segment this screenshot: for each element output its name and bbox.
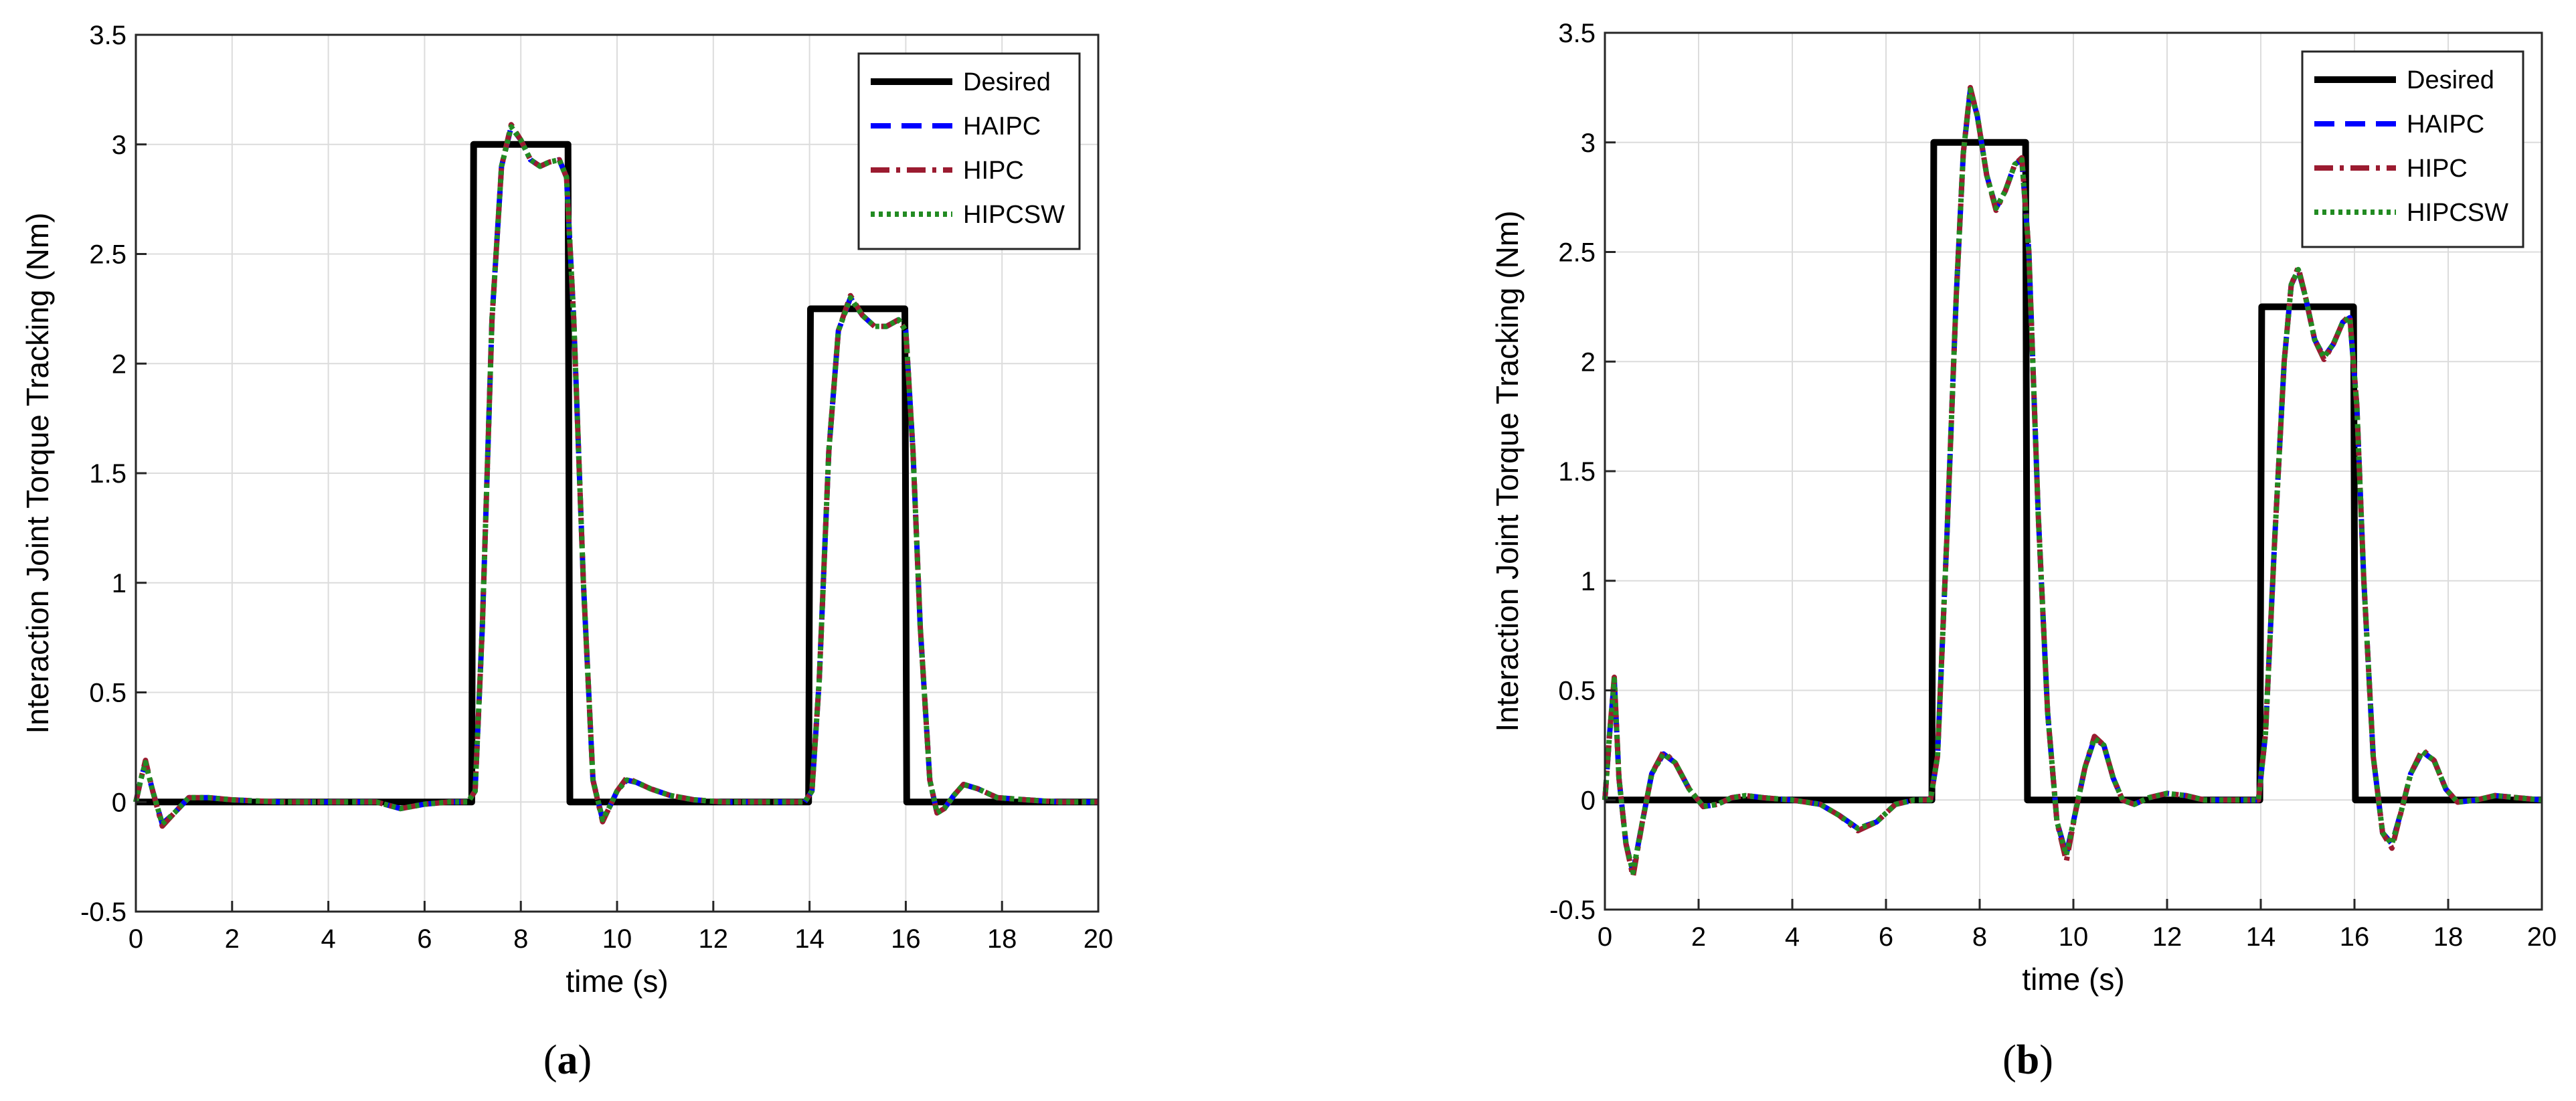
y-tick-label: 3.5 <box>89 21 126 50</box>
series-line-hipc <box>1602 84 2543 879</box>
y-tick-label: 1 <box>112 569 126 598</box>
y-tick-label: 0 <box>1581 786 1596 815</box>
y-tick-label: 2 <box>112 349 126 379</box>
legend: Desired HAIPC HIPC HIPCSW <box>857 52 1081 250</box>
x-tick-label: 18 <box>2433 922 2464 952</box>
chart-panel-a: 0 2 4 6 8 10 12 14 16 18 20-0.500.511.522.533.5tim… <box>20 21 1113 1083</box>
x-tick-label: 8 <box>513 924 528 954</box>
y-tick-label: 2 <box>1581 347 1596 377</box>
x-tick-label: 12 <box>699 924 729 954</box>
y-tick-label: 1.5 <box>89 459 126 489</box>
x-tick-label: 14 <box>794 924 825 954</box>
legend-label-desired: Desired <box>963 68 1051 96</box>
y-tick-label: 2.5 <box>1558 238 1596 268</box>
x-axis-label: time (s) <box>566 964 668 999</box>
chart-panel-b: 0 2 4 6 8 10 12 14 16 18 20-0.500.511.522.533.5tim… <box>1490 19 2557 1083</box>
y-axis-label: Interaction Joint Torque Tracking (Nm) <box>20 213 55 734</box>
x-tick-label: 10 <box>2059 922 2089 952</box>
legend-label-hipc: HIPC <box>963 157 1024 185</box>
legend-label-hipc: HIPC <box>2407 155 2468 183</box>
x-tick-label: 12 <box>2152 922 2182 952</box>
x-tick-label: 6 <box>1879 922 1893 952</box>
y-tick-label: 0 <box>112 788 126 817</box>
y-tick-label: 3 <box>112 131 126 160</box>
legend-label-haipc: HAIPC <box>963 112 1041 141</box>
y-tick-label: 2.5 <box>89 240 126 270</box>
legend-label-haipc: HAIPC <box>2407 110 2484 139</box>
y-tick-label: -0.5 <box>1549 896 1596 925</box>
x-tick-label: 0 <box>128 924 143 954</box>
x-tick-label: 16 <box>2340 922 2370 952</box>
legend-label-hipcsw: HIPCSW <box>2407 199 2508 227</box>
series-line-hipcsw <box>133 124 1098 827</box>
legend: Desired HAIPC HIPC HIPCSW <box>2301 50 2524 248</box>
x-tick-label: 16 <box>891 924 921 954</box>
y-tick-label: 1.5 <box>1558 457 1596 487</box>
panel-caption: (a) <box>543 1037 592 1083</box>
legend-label-hipcsw: HIPCSW <box>963 201 1065 229</box>
x-tick-label: 6 <box>417 924 432 954</box>
x-tick-label: 20 <box>2527 922 2557 952</box>
y-tick-label: 3 <box>1581 129 1596 158</box>
x-tick-label: 20 <box>1084 924 1114 954</box>
panel-caption: (b) <box>2002 1037 2053 1083</box>
legend-label-desired: Desired <box>2407 66 2494 94</box>
x-tick-label: 2 <box>225 924 240 954</box>
x-tick-label: 18 <box>987 924 1017 954</box>
y-axis-label: Interaction Joint Torque Tracking (Nm) <box>1490 211 1525 732</box>
series-line-desired <box>136 141 1098 806</box>
y-tick-label: 0.5 <box>1558 677 1596 706</box>
x-axis-label: time (s) <box>2022 962 2124 997</box>
y-tick-label: 0.5 <box>89 679 126 708</box>
x-tick-label: 2 <box>1691 922 1706 952</box>
x-tick-label: 8 <box>1972 922 1987 952</box>
x-tick-label: 10 <box>602 924 632 954</box>
x-tick-label: 0 <box>1598 922 1612 952</box>
y-tick-label: 1 <box>1581 567 1596 596</box>
x-tick-label: 14 <box>2246 922 2276 952</box>
y-tick-label: 3.5 <box>1558 19 1596 48</box>
x-tick-label: 4 <box>1785 922 1800 952</box>
x-tick-label: 4 <box>321 924 335 954</box>
y-tick-label: -0.5 <box>80 898 126 927</box>
